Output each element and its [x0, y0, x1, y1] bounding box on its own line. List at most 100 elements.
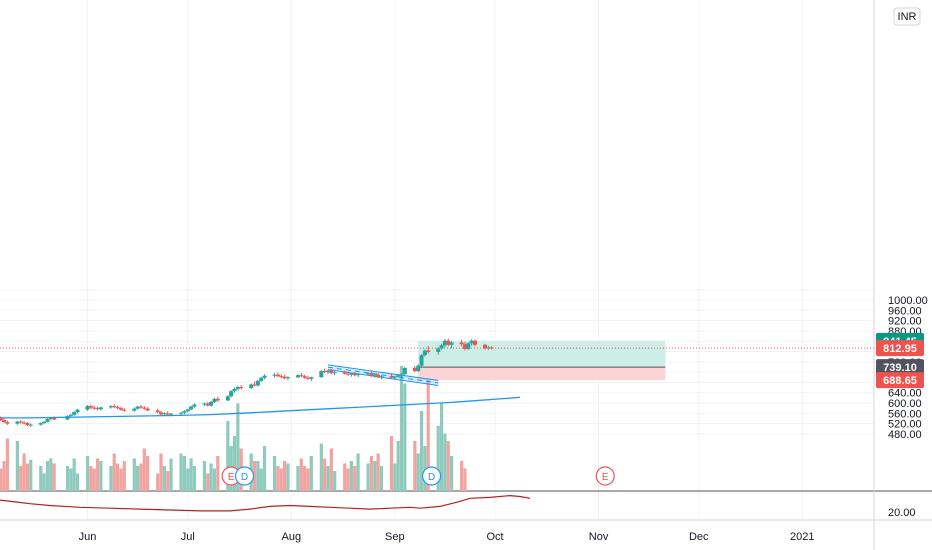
candle-body — [85, 406, 90, 410]
candle-body — [462, 344, 467, 349]
candle-body — [232, 388, 237, 392]
candle-body — [115, 407, 120, 409]
price-tick-label: 600.00 — [888, 398, 922, 410]
volume-bar — [42, 473, 46, 491]
volume-bar — [343, 463, 347, 491]
candle-body — [372, 374, 377, 376]
candle-body — [72, 412, 77, 415]
volume-bar — [403, 383, 407, 491]
volume-bar — [89, 466, 93, 491]
volume-bar — [186, 468, 190, 491]
candle-body — [255, 380, 260, 386]
long-position-tool[interactable] — [418, 340, 666, 381]
candle-body — [159, 412, 164, 415]
volume-bar — [299, 458, 303, 491]
volume-bar — [142, 448, 146, 491]
candle-body — [366, 373, 371, 375]
volume-bar — [216, 456, 220, 491]
volume-bar — [166, 471, 170, 491]
volume-bar — [169, 458, 173, 491]
long-position-profit-zone[interactable] — [418, 340, 666, 368]
event-label: D — [428, 472, 435, 483]
volume-bar — [416, 453, 420, 491]
volume-bar — [92, 468, 96, 491]
candle-body — [483, 344, 487, 349]
candle-body — [439, 345, 444, 349]
volume-bar — [356, 453, 360, 491]
volume-bars — [0, 366, 467, 491]
candle-body — [346, 373, 351, 375]
time-axis[interactable]: Jun Jul Aug Sep Oct Nov Dec 2021 — [0, 519, 932, 543]
candle-body — [142, 407, 147, 409]
currency-badge[interactable]: INR — [893, 7, 921, 26]
price-tag-label: 812.95 — [883, 343, 917, 355]
candle-body — [155, 410, 160, 413]
candle-body — [349, 373, 354, 375]
volume-bar — [146, 456, 150, 491]
volume-bar — [45, 461, 50, 491]
volume-bar — [122, 461, 126, 491]
price-tag-entry — [876, 359, 924, 376]
price-tick-label: 560.00 — [888, 408, 922, 420]
candle-body — [182, 411, 187, 413]
candle-body — [169, 413, 174, 415]
volume-bar — [19, 466, 23, 491]
candle-body — [98, 407, 103, 410]
dividend-event-marker[interactable]: D — [421, 466, 442, 486]
candle-body — [95, 408, 100, 410]
volume-bar — [162, 466, 166, 491]
candle-body — [132, 408, 137, 411]
event-label: E — [228, 472, 235, 483]
channel-upper-line — [327, 364, 439, 381]
indicator-pane — [0, 494, 531, 512]
candle-body — [25, 423, 30, 426]
candle-body — [92, 407, 97, 409]
volume-bar — [279, 468, 283, 491]
volume-bar — [232, 436, 237, 491]
candle-body — [48, 417, 53, 419]
volume-bar — [329, 448, 333, 491]
volume-bar — [436, 426, 440, 491]
earnings-event-marker[interactable]: E — [595, 466, 615, 486]
price-tag-label: 688.65 — [883, 375, 917, 387]
volume-bar — [99, 461, 103, 491]
volume-bar — [212, 468, 217, 491]
candle-body — [239, 387, 244, 389]
candle-body — [135, 406, 140, 409]
volume-bar — [353, 466, 357, 491]
candle-body — [329, 370, 334, 374]
candle-body — [249, 384, 254, 389]
long-position-loss-zone[interactable] — [418, 367, 666, 381]
price-axis[interactable]: 1000.00960.00920.00880.00840.00800.00760… — [873, 0, 928, 550]
candle-body — [215, 398, 220, 401]
volume-bar — [326, 466, 330, 491]
candle-body — [5, 422, 10, 424]
price-tick-label: 960.00 — [888, 305, 922, 317]
volume-bar — [2, 461, 6, 491]
candle-body — [262, 375, 267, 378]
volume-bar — [346, 468, 350, 491]
candlesticks — [0, 338, 494, 427]
candle-body — [192, 404, 197, 407]
volume-bar — [319, 443, 323, 491]
volume-bar — [306, 468, 310, 491]
event-circle — [595, 466, 615, 486]
volume-bar — [423, 446, 427, 491]
volume-bar — [159, 453, 163, 491]
candle-body — [45, 418, 50, 422]
candle-body — [225, 396, 230, 401]
candle-body — [402, 367, 407, 375]
volume-bar — [396, 441, 400, 491]
volume-bar — [22, 453, 26, 491]
candle-body — [185, 409, 190, 412]
volume-bar — [139, 463, 143, 491]
time-tick-label: Dec — [689, 531, 709, 543]
dividend-event-marker[interactable]: D — [234, 466, 255, 486]
candle-body — [422, 350, 427, 356]
candle-body — [412, 367, 417, 372]
volume-bar — [426, 378, 430, 491]
candle-body — [122, 409, 127, 411]
